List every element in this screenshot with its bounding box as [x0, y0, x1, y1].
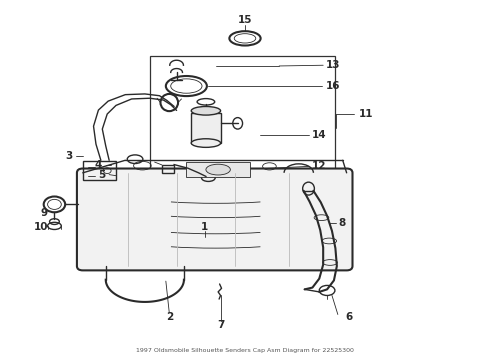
Ellipse shape — [206, 164, 230, 175]
Text: 1: 1 — [201, 222, 209, 232]
Text: 5: 5 — [98, 170, 106, 180]
Text: 4: 4 — [95, 160, 102, 170]
Bar — [162, 165, 174, 173]
Text: 11: 11 — [359, 109, 373, 119]
Text: 14: 14 — [312, 130, 326, 140]
Text: 10: 10 — [33, 222, 48, 231]
Ellipse shape — [191, 139, 220, 147]
Text: 13: 13 — [326, 60, 340, 70]
FancyBboxPatch shape — [77, 168, 352, 270]
Text: 6: 6 — [345, 312, 352, 322]
Bar — [186, 162, 250, 177]
Text: 3: 3 — [66, 150, 73, 161]
Text: 12: 12 — [312, 161, 326, 171]
Text: 8: 8 — [338, 218, 345, 228]
Bar — [191, 113, 220, 143]
Bar — [150, 56, 335, 184]
Text: 7: 7 — [217, 320, 224, 330]
Text: 15: 15 — [238, 15, 252, 25]
Text: 1997 Oldsmobile Silhouette Senders Cap Asm Diagram for 22525300: 1997 Oldsmobile Silhouette Senders Cap A… — [136, 348, 354, 353]
Ellipse shape — [191, 107, 220, 115]
Text: 9: 9 — [40, 208, 47, 218]
Bar — [83, 161, 116, 180]
Text: 2: 2 — [166, 312, 173, 322]
Text: 16: 16 — [326, 81, 340, 91]
